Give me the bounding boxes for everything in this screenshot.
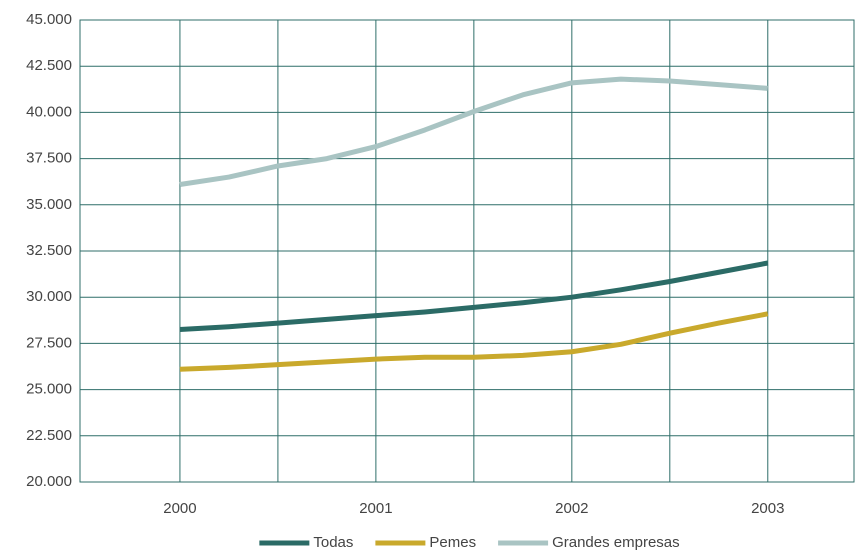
series-line	[179, 311, 769, 372]
y-tick-label: 27.500	[26, 334, 72, 351]
y-tick-label: 45.000	[26, 11, 72, 28]
y-tick-label: 42.500	[26, 57, 72, 74]
series-line	[179, 260, 769, 333]
y-tick-label: 32.500	[26, 242, 72, 259]
y-tick-label: 37.500	[26, 150, 72, 167]
x-tick-label: 2002	[555, 500, 588, 517]
y-tick-label: 40.000	[26, 103, 72, 120]
x-tick-label: 2001	[359, 500, 392, 517]
y-tick-label: 35.000	[26, 196, 72, 213]
y-tick-label: 30.000	[26, 288, 72, 305]
y-tick-label: 25.000	[26, 381, 72, 398]
y-tick-label: 20.000	[26, 473, 72, 490]
legend-label: Grandes empresas	[552, 534, 680, 551]
y-tick-label: 22.500	[26, 427, 72, 444]
x-tick-label: 2000	[163, 500, 196, 517]
x-tick-label: 2003	[751, 500, 784, 517]
legend-label: Todas	[313, 534, 353, 551]
series-line	[179, 76, 768, 187]
legend-label: Pemes	[429, 534, 476, 551]
